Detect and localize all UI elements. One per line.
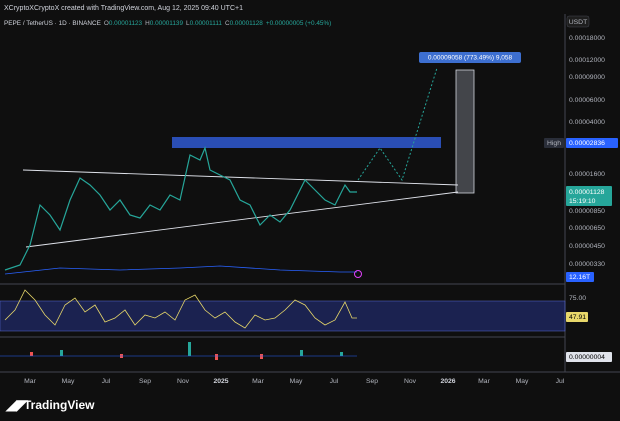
time-label: May [62, 378, 75, 385]
time-label: Nov [177, 378, 190, 385]
time-label: Mar [478, 378, 490, 385]
high-label: High [547, 140, 561, 147]
price-label: 0.00012000 [569, 57, 605, 64]
ohlc-label: L [186, 20, 190, 27]
brand: TradingView [24, 398, 95, 412]
currency-badge [566, 15, 590, 28]
price-label: 0.00001600 [569, 171, 605, 178]
time-axis: Mar May Jul Sep Nov 2025 Mar May Jul Sep Nov 2026 Ma… [24, 378, 565, 385]
rsi-band [0, 300, 566, 332]
ohlc-value: 0.00001123 [109, 20, 143, 27]
logo: ◢◤ [5, 397, 29, 413]
macd-value: 0.00000004 [569, 354, 605, 361]
price-label: 0.00000850 [569, 208, 605, 215]
high-value: 0.00002836 [569, 140, 605, 147]
price-label: 0.00000330 [569, 261, 605, 268]
rsi-line [4, 289, 357, 329]
symbol: PEPE / TetherUS · 1D · BINANCE [4, 20, 101, 27]
time-label: Jul [102, 378, 111, 385]
time-label: Sep [366, 378, 378, 385]
time-label: Jul [556, 378, 565, 385]
ohlc-label: O [104, 20, 109, 27]
rsi-badge [566, 312, 588, 322]
change: +0.00000005 (+0.45%) [266, 20, 331, 27]
projection-path [357, 67, 438, 182]
projection-bar [455, 69, 475, 194]
price-label: 0.00006000 [569, 97, 605, 104]
currency: USDT [569, 19, 588, 26]
ohlc-value: 0.00001128 [230, 20, 264, 27]
resistance-zone [172, 137, 441, 148]
price-label: 0.00000650 [569, 225, 605, 232]
event-icon [354, 270, 362, 278]
time-label: May [290, 378, 303, 385]
trend-line [25, 191, 459, 248]
price-label: 0.00004000 [569, 119, 605, 126]
time-label: May [516, 378, 529, 385]
time-label: Jul [330, 378, 339, 385]
high-badge [566, 138, 618, 148]
macd-badge [566, 352, 612, 362]
time-label: Sep [139, 378, 151, 385]
countdown: 15:19:10 [569, 198, 596, 205]
trend-line [22, 169, 459, 186]
ohlc-value: 0.00001111 [190, 20, 223, 27]
time-label: Nov [404, 378, 417, 385]
last-price: 0.00001128 [569, 189, 605, 196]
annotation: 0.00009058 (773.49%) 9,058 [428, 55, 513, 62]
rsi-value: 47.91 [569, 314, 586, 321]
time-label: 2026 [440, 378, 455, 385]
price-label: 0.00009000 [569, 74, 605, 81]
ohlc-value: 0.00001139 [150, 20, 184, 27]
price-label: 0.00018000 [569, 35, 605, 42]
rsi-level: 75.00 [569, 295, 586, 302]
time-label: Mar [24, 378, 36, 385]
volume: 12.16T [569, 274, 590, 281]
legend: PEPE / TetherUS · 1D · BINANCE O0.0000112… [4, 20, 331, 27]
price-line [4, 146, 357, 271]
ohlc-label: H [145, 20, 150, 27]
time-label: Mar [252, 378, 264, 385]
volume-badge [566, 272, 594, 282]
last-price-badge [566, 186, 612, 206]
high-tag [544, 138, 564, 148]
annotation-box [419, 52, 521, 63]
attribution: XCryptoXCryptoX created with TradingView… [4, 5, 243, 12]
ohlc-label: C [225, 20, 230, 27]
volume-ma [4, 265, 357, 275]
time-label: 2025 [213, 378, 228, 385]
price-label: 0.00000450 [569, 243, 605, 250]
